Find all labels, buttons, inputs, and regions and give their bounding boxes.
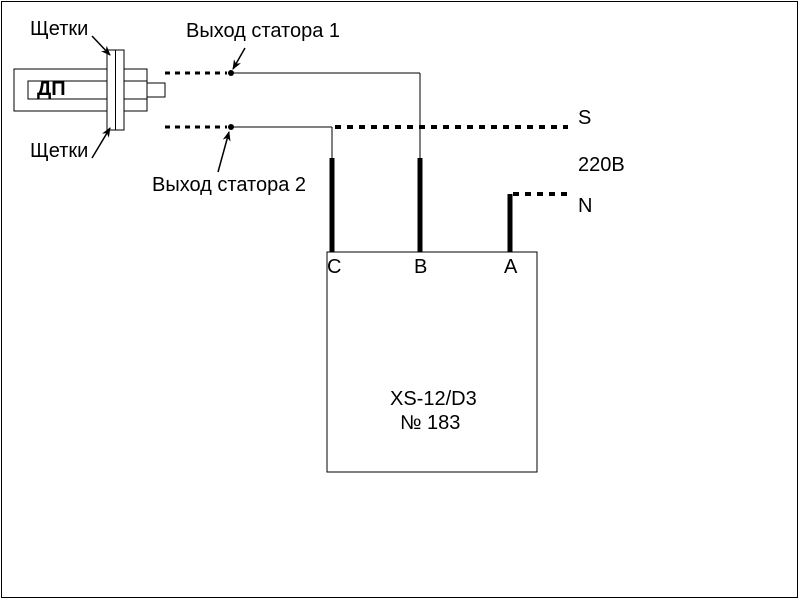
label-module-line1: XS-12/D3 [390, 388, 477, 411]
label-stator-1: Выход статора 1 [186, 20, 340, 43]
label-brush-bottom: Щетки [30, 140, 88, 163]
label-terminal-a: A [504, 256, 517, 279]
label-brush-top: Щетки [30, 18, 88, 41]
motor-body-outer [14, 69, 147, 111]
module-box [327, 252, 537, 472]
wiring-svg [0, 0, 800, 600]
label-module-line2: № 183 [400, 412, 460, 435]
motor-shaft [147, 83, 165, 97]
label-n: N [578, 195, 592, 218]
arrow-brush-bottom [92, 128, 110, 158]
arrow-stator-1 [233, 48, 245, 69]
label-voltage: 220В [578, 154, 625, 177]
label-terminal-c: C [327, 256, 341, 279]
label-terminal-b: B [414, 256, 427, 279]
label-dp: ДП [37, 78, 66, 101]
arrow-brush-top [92, 36, 110, 55]
label-stator-2: Выход статора 2 [152, 174, 306, 197]
label-s: S [578, 107, 591, 130]
arrow-stator-2 [218, 132, 229, 172]
